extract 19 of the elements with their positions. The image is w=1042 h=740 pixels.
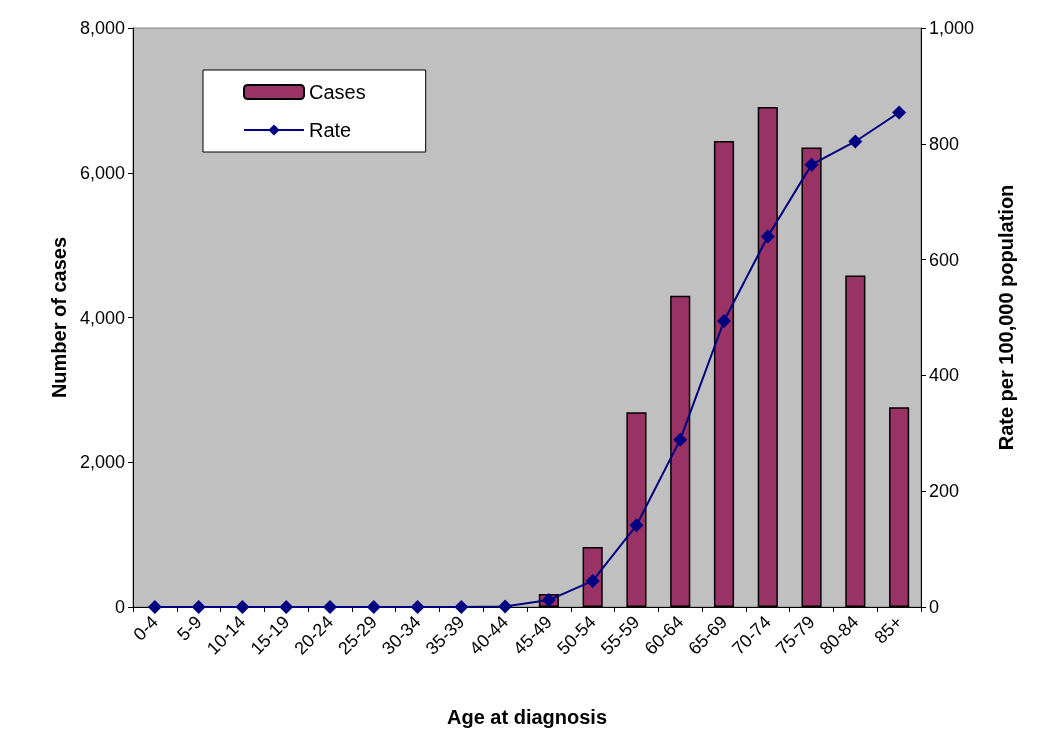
- y-tick-label: 0: [114, 597, 125, 617]
- x-axis-title: Age at diagnosis: [446, 706, 608, 728]
- x-tick-label: 0-4: [129, 611, 162, 645]
- legend-label: Cases: [309, 81, 366, 103]
- y2-tick-label: 200: [929, 481, 960, 502]
- y2-tick-label: 0: [929, 597, 940, 617]
- x-tick-label: 5-9: [173, 611, 206, 645]
- y2-axis-title: Rate per 100,000 population: [995, 184, 1017, 451]
- y-tick-label: 2,000: [79, 452, 125, 473]
- y2-tick-label: 400: [929, 365, 960, 386]
- y-tick-label: 4,000: [79, 307, 125, 328]
- x-tick-label: 85+: [870, 611, 907, 648]
- y2-tick-label: 1,000: [929, 18, 975, 38]
- y-axis-title: Number of cases: [48, 236, 71, 399]
- legend-label: Rate: [309, 119, 352, 141]
- y-tick-label: 8,000: [79, 18, 125, 38]
- y-tick-label: 6,000: [79, 162, 125, 183]
- y2-tick-label: 800: [929, 133, 960, 154]
- y2-tick-label: 600: [929, 249, 960, 270]
